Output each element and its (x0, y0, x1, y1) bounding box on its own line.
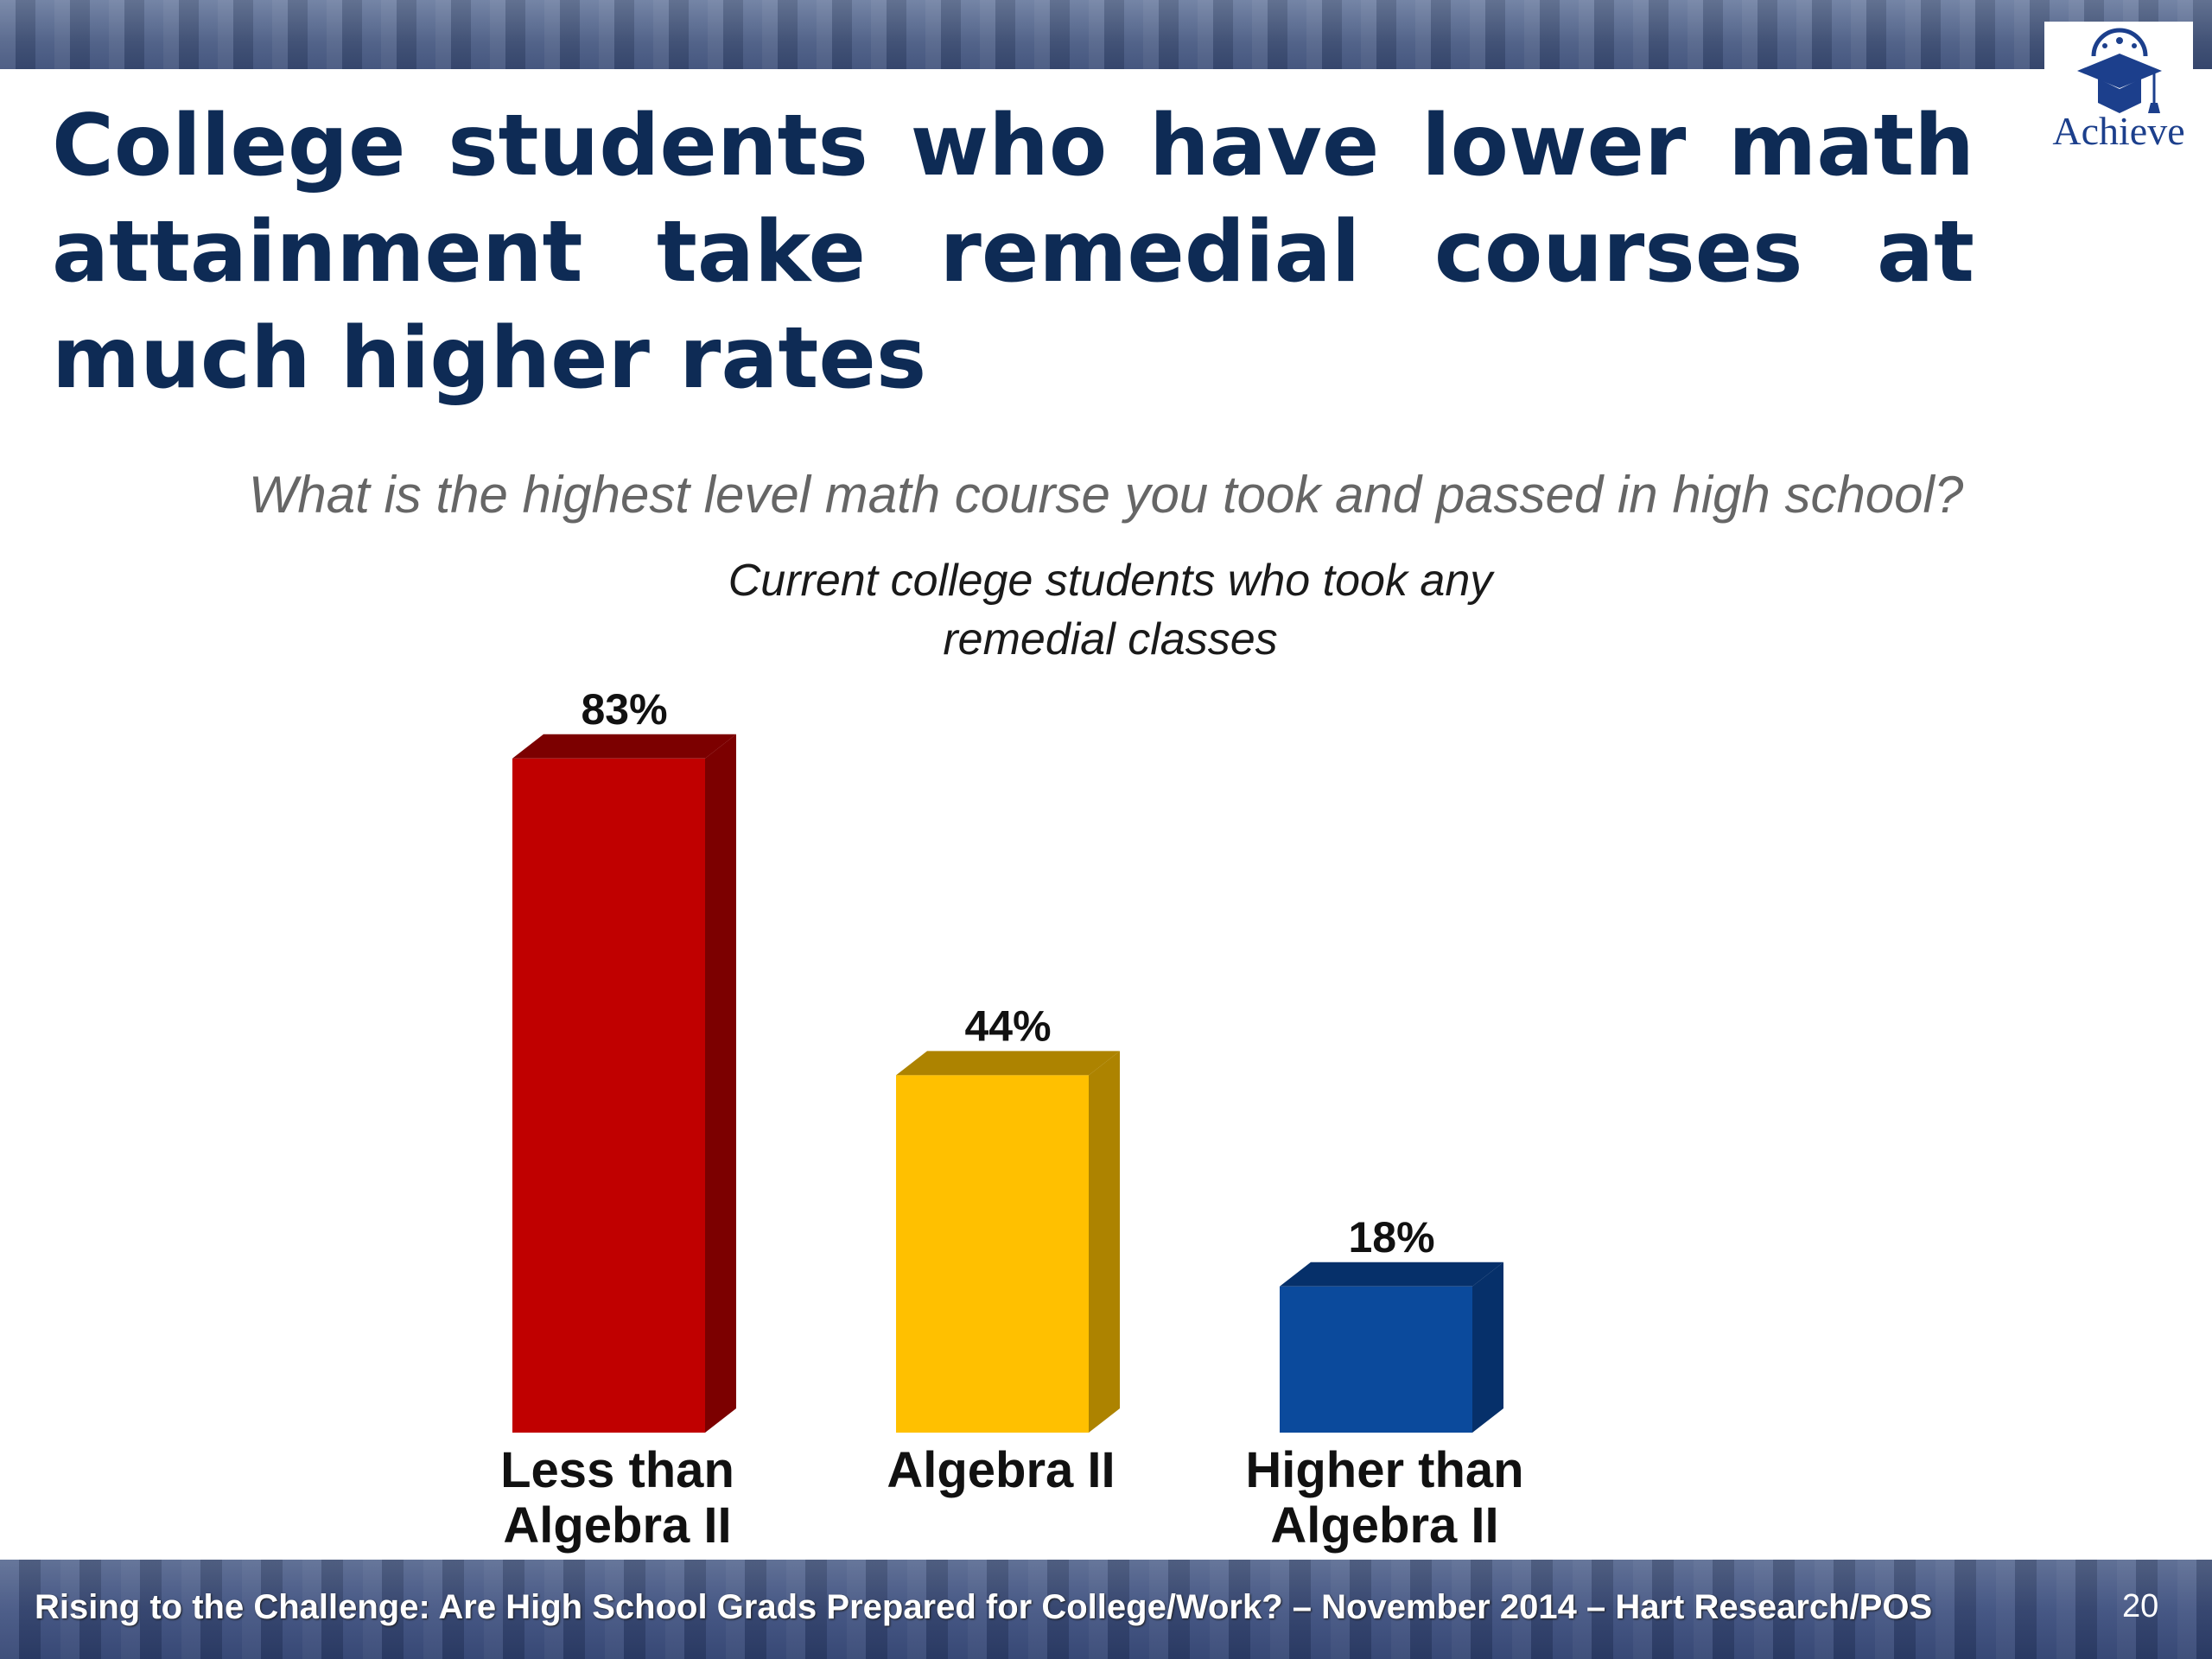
bar (1280, 1286, 1472, 1433)
category-label: Higher than (1245, 1442, 1523, 1498)
bar-top (512, 734, 736, 759)
logo-text: Achieve (2052, 109, 2185, 153)
category-label: Algebra II (887, 1442, 1115, 1498)
footer-source: Rising to the Challenge: Are High School… (35, 1588, 1933, 1626)
category-label: Algebra II (503, 1497, 731, 1554)
data-label: 18% (1348, 1213, 1434, 1262)
page-number: 20 (2122, 1588, 2159, 1624)
bar (896, 1075, 1089, 1433)
data-label: 83% (581, 685, 667, 734)
bar-top (1280, 1262, 1503, 1287)
category-label: Less than (500, 1442, 734, 1498)
bar-side (705, 734, 736, 1433)
bar-top (896, 1051, 1120, 1076)
footer-photo-band (0, 1560, 2212, 1659)
bar-side (1472, 1262, 1503, 1433)
data-label: 44% (964, 1001, 1051, 1050)
chart-title: Current college students who took any re… (728, 556, 1493, 664)
graduation-cap-icon (2077, 28, 2162, 113)
slide-title: College students who have lower math att… (52, 97, 1974, 408)
bar (512, 758, 705, 1433)
achieve-logo: Achieve (2044, 22, 2193, 162)
category-label: Algebra II (1270, 1497, 1498, 1554)
bar-side (1089, 1051, 1120, 1433)
header-photo-band (0, 0, 2212, 69)
survey-question: What is the highest level math course yo… (248, 466, 1964, 524)
